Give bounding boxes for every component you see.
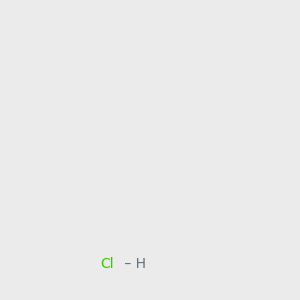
- Text: – H: – H: [120, 257, 146, 271]
- Text: Cl: Cl: [100, 257, 114, 271]
